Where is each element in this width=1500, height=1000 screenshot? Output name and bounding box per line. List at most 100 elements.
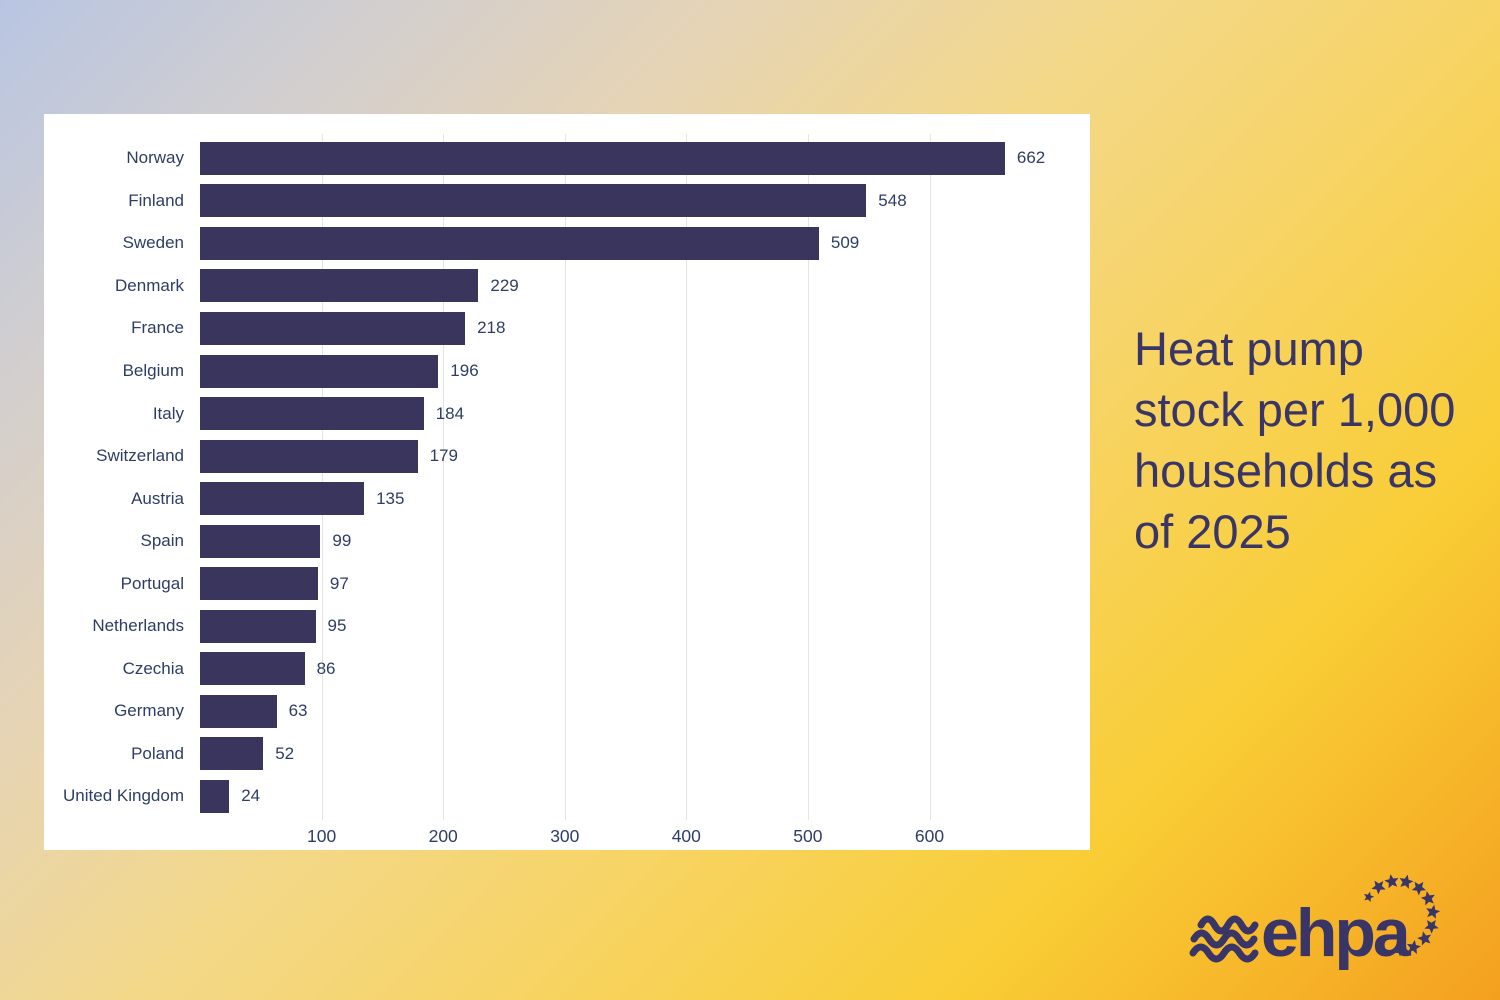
bar xyxy=(200,269,479,303)
value-label: 52 xyxy=(275,743,295,763)
x-tick-label: 500 xyxy=(793,826,823,846)
value-label: 509 xyxy=(830,233,860,253)
star-icon xyxy=(1371,880,1386,895)
country-label: Denmark xyxy=(115,275,184,295)
bar-row: Sweden 509 xyxy=(44,222,1090,265)
title-line: households as xyxy=(1134,444,1438,497)
country-label: Finland xyxy=(128,190,184,210)
country-label: Sweden xyxy=(122,233,184,253)
country-label: Italy xyxy=(152,403,184,423)
value-label: 218 xyxy=(477,318,506,338)
value-label: 95 xyxy=(327,616,347,636)
bar xyxy=(200,524,321,558)
bar xyxy=(200,226,819,260)
value-label: 63 xyxy=(288,701,308,721)
value-label: 24 xyxy=(241,786,261,806)
bar-row: Poland 52 xyxy=(44,733,1090,776)
bar-chart: Norway 662 Finland 548 Sweden 509 Denmark 229 Fr… xyxy=(44,114,1090,850)
star-icon xyxy=(1406,939,1421,955)
star-icon xyxy=(1420,891,1435,906)
x-tick-label: 100 xyxy=(306,826,337,846)
gridline xyxy=(321,134,323,820)
country-label: Portugal xyxy=(120,573,184,593)
bar-row: Czechia 86 xyxy=(44,648,1090,691)
star-icon xyxy=(1411,881,1426,896)
side-title: Heat pump stock per 1,000 households as of … xyxy=(1134,318,1474,562)
bar-row: Belgium 196 xyxy=(44,350,1090,393)
gridline xyxy=(564,134,566,820)
star-icon xyxy=(1417,931,1432,946)
star-icon xyxy=(1399,874,1414,889)
gridline xyxy=(443,134,445,820)
bar xyxy=(200,609,316,643)
x-tick-label: 600 xyxy=(914,826,945,846)
bar-row: Germany 63 xyxy=(44,690,1090,733)
bar xyxy=(200,779,230,813)
value-label: 135 xyxy=(376,488,405,508)
country-label: France xyxy=(131,318,184,338)
chart-gridlines xyxy=(200,134,1090,820)
bar xyxy=(200,397,424,431)
gridline xyxy=(686,134,688,820)
star-icon xyxy=(1394,946,1406,957)
bar-row: Netherlands 95 xyxy=(44,605,1090,648)
x-axis-ticks: 100 200 300 400 500 600 xyxy=(44,822,1090,850)
bar-row: Spain 99 xyxy=(44,520,1090,563)
bar-row: Portugal 97 xyxy=(44,562,1090,605)
value-label: 179 xyxy=(429,446,458,466)
bar xyxy=(200,482,365,516)
country-label: Netherlands xyxy=(92,616,184,636)
star-icon xyxy=(1384,874,1399,889)
value-label: 229 xyxy=(490,275,519,295)
value-label: 97 xyxy=(329,573,349,593)
logo-stars-icon xyxy=(1364,874,1441,957)
chart-rows: Norway 662 Finland 548 Sweden 509 Denmark 229 Fr… xyxy=(44,137,1090,818)
country-label: Austria xyxy=(131,488,184,508)
country-label: United Kingdom xyxy=(63,786,184,806)
bar-row: United Kingdom 24 xyxy=(44,775,1090,818)
bar xyxy=(200,354,439,388)
bar-row: Norway 662 xyxy=(44,137,1090,180)
bar-row: Italy 184 xyxy=(44,392,1090,435)
title-line: of 2025 xyxy=(1134,505,1291,558)
country-label: Switzerland xyxy=(96,446,184,466)
x-tick-label: 300 xyxy=(550,826,580,846)
value-label: 184 xyxy=(435,403,465,423)
gridline xyxy=(807,134,809,820)
x-tick-label: 200 xyxy=(428,826,458,846)
chart-card: Norway 662 Finland 548 Sweden 509 Denmark 229 Fr… xyxy=(44,114,1090,850)
bar xyxy=(200,694,277,728)
country-label: Norway xyxy=(126,148,184,168)
bar xyxy=(200,141,1005,175)
logo-wordmark: ehpa xyxy=(1261,895,1412,971)
value-label: 86 xyxy=(316,658,336,678)
star-icon xyxy=(1424,919,1439,934)
bar-row: Finland 548 xyxy=(44,180,1090,223)
bar-row: Switzerland 179 xyxy=(44,435,1090,478)
country-label: Belgium xyxy=(122,361,184,380)
star-icon xyxy=(1426,904,1441,919)
bar xyxy=(200,439,418,473)
title-line: stock per 1,000 xyxy=(1134,383,1456,436)
star-icon xyxy=(1364,891,1375,903)
x-tick-label: 400 xyxy=(671,826,701,846)
title-line: Heat pump xyxy=(1134,322,1364,375)
country-label: Czechia xyxy=(122,658,184,678)
country-label: Poland xyxy=(131,743,184,763)
waves-icon xyxy=(1189,915,1259,963)
value-label: 196 xyxy=(450,361,479,380)
bar-row: Denmark 229 xyxy=(44,265,1090,308)
bar-row: France 218 xyxy=(44,307,1090,350)
gridline xyxy=(929,134,931,820)
bar xyxy=(200,737,264,771)
bar xyxy=(200,567,318,601)
value-label: 662 xyxy=(1016,148,1046,168)
bar xyxy=(200,184,867,218)
country-label: Spain xyxy=(140,531,184,551)
bar xyxy=(200,652,305,686)
bar-row: Austria 135 xyxy=(44,477,1090,520)
country-label: Germany xyxy=(114,701,184,721)
ehpa-logo: ehpa xyxy=(1189,874,1441,971)
value-label: 99 xyxy=(332,531,352,551)
bar xyxy=(200,311,466,345)
